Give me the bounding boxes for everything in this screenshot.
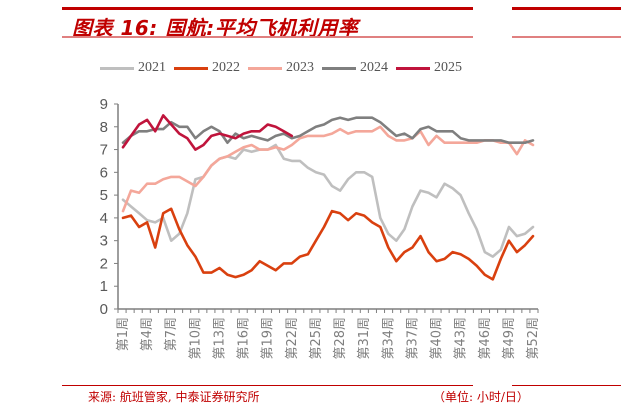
x-tick-label: 第4周 <box>140 317 155 351</box>
series-line-2025 <box>121 114 294 151</box>
unit-note: （单位: 小时/日） <box>433 390 529 404</box>
chart-legend: 2021 2022 2023 2024 2025 <box>100 60 462 76</box>
adjacent-footer-rule <box>512 385 621 386</box>
x-tick-label: 第28周 <box>333 317 348 360</box>
legend-swatch <box>248 66 282 70</box>
x-tick-label: 第34周 <box>381 317 396 360</box>
x-tick-label: 第37周 <box>405 317 420 360</box>
title-bottom-rule <box>62 36 473 38</box>
legend-item-2023: 2023 <box>248 60 314 76</box>
legend-swatch <box>174 66 208 70</box>
y-tick-label: 2 <box>100 255 108 272</box>
x-tick-label: 第43周 <box>454 317 469 360</box>
source-note: 来源: 航班管家, 中泰证券研究所 <box>88 390 260 404</box>
legend-item-2024: 2024 <box>322 60 388 76</box>
x-tick-label: 第25周 <box>309 317 324 360</box>
y-tick-label: 9 <box>100 96 108 113</box>
x-tick-label: 第16周 <box>237 317 252 360</box>
title-top-rule <box>62 7 473 10</box>
legend-label: 2025 <box>434 60 462 75</box>
footer-rule <box>62 385 473 386</box>
y-tick-label: 8 <box>100 119 108 136</box>
y-tick-label: 5 <box>100 187 108 204</box>
series-line-2023 <box>121 125 535 213</box>
legend-item-2021: 2021 <box>100 60 166 76</box>
x-tick-label: 第22周 <box>285 317 300 360</box>
x-tick-label: 第40周 <box>430 317 445 360</box>
legend-swatch <box>322 66 356 70</box>
x-tick-label: 第1周 <box>116 317 131 351</box>
x-tick-label: 第19周 <box>261 317 276 360</box>
y-tick-label: 6 <box>100 164 108 181</box>
legend-item-2025: 2025 <box>396 60 462 76</box>
series-line-2024 <box>121 116 535 144</box>
legend-label: 2023 <box>286 60 314 75</box>
adjacent-title-top-rule <box>512 7 621 10</box>
legend-swatch <box>100 66 134 70</box>
x-tick-label: 第10周 <box>188 317 203 360</box>
legend-label: 2022 <box>212 60 240 75</box>
y-tick-label: 1 <box>100 278 108 295</box>
y-tick-label: 7 <box>100 142 108 159</box>
x-tick-label: 第49周 <box>502 317 517 360</box>
legend-label: 2024 <box>360 60 388 75</box>
legend-item-2022: 2022 <box>174 60 240 76</box>
x-tick-label: 第52周 <box>526 317 541 360</box>
y-tick-label: 0 <box>100 301 108 318</box>
legend-swatch <box>396 66 430 70</box>
x-tick-label: 第13周 <box>212 317 227 360</box>
adjacent-title-bottom-rule <box>512 36 621 38</box>
y-tick-label: 4 <box>100 210 108 227</box>
x-tick-label: 第31周 <box>357 317 372 360</box>
y-tick-label: 3 <box>100 233 108 250</box>
series-line-2021 <box>121 143 535 258</box>
series-line-2022 <box>121 207 535 281</box>
x-tick-label: 第7周 <box>164 317 179 351</box>
legend-label: 2021 <box>138 60 166 75</box>
x-tick-label: 第46周 <box>478 317 493 360</box>
